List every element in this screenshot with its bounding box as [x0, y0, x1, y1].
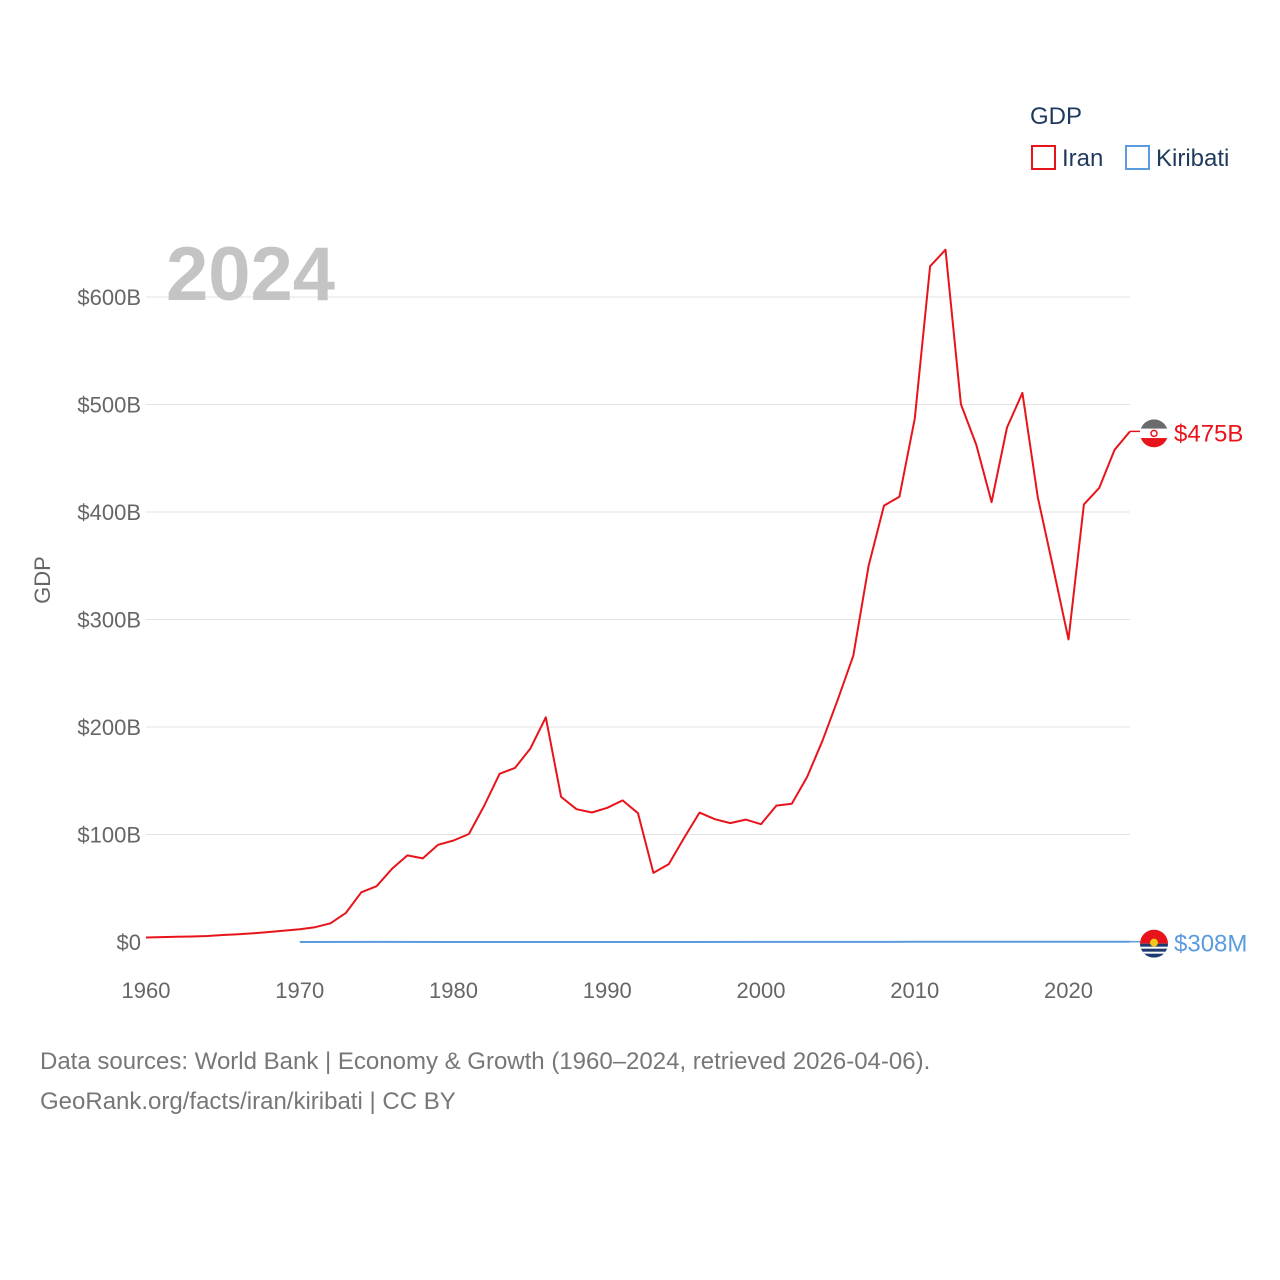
x-tick-label: 1960	[122, 978, 171, 1003]
attribution-text: GeoRank.org/facts/iran/kiribati | CC BY	[40, 1088, 456, 1115]
kiribati-flag-icon	[1140, 929, 1168, 958]
legend: GDP Iran Kiribati	[1030, 103, 1229, 172]
gridlines	[146, 296, 1130, 835]
gdp-line-chart: $0 $100B $200B $300B $400B $500B $600B 1960 197…	[30, 103, 1247, 1003]
y-tick-label: $400B	[77, 500, 141, 525]
legend-item-iran[interactable]: Iran	[1031, 145, 1103, 172]
legend-swatch-kiribati	[1125, 145, 1150, 170]
y-tick-label: $600B	[77, 285, 141, 310]
year-watermark: 2024	[166, 232, 335, 317]
x-tick-label: 2010	[890, 978, 939, 1003]
y-tick-label: $0	[117, 930, 141, 955]
y-tick-label: $100B	[77, 823, 141, 848]
x-tick-label: 1980	[429, 978, 478, 1003]
iran-flag-icon	[1140, 419, 1168, 448]
legend-title: GDP	[1030, 103, 1082, 130]
series-lines	[145, 248, 1131, 943]
legend-label-kiribati: Kiribati	[1156, 145, 1229, 172]
x-tick-label: 2020	[1044, 978, 1093, 1003]
y-tick-label: $300B	[77, 608, 141, 633]
legend-item-kiribati[interactable]: Kiribati	[1125, 145, 1229, 172]
y-tick-label: $200B	[77, 715, 141, 740]
legend-label-iran: Iran	[1062, 145, 1103, 172]
x-tick-label: 2000	[737, 978, 786, 1003]
legend-swatch-iran	[1031, 145, 1056, 170]
y-axis-ticks: $0 $100B $200B $300B $400B $500B $600B	[77, 285, 141, 955]
end-label-kiribati: $308M	[1174, 931, 1247, 958]
y-tick-label: $500B	[77, 393, 141, 418]
series-line-iran[interactable]	[145, 248, 1131, 939]
y-axis-title: GDP	[30, 556, 55, 604]
x-tick-label: 1970	[275, 978, 324, 1003]
footer: Data sources: World Bank | Economy & Gro…	[40, 1042, 930, 1122]
series-end-labels: $475B $308M	[1130, 419, 1247, 958]
end-label-iran: $475B	[1174, 420, 1243, 447]
x-axis-ticks: 1960 1970 1980 1990 2000 2010 2020	[122, 978, 1093, 1003]
data-sources-text: Data sources: World Bank | Economy & Gro…	[40, 1048, 931, 1075]
x-tick-label: 1990	[583, 978, 632, 1003]
